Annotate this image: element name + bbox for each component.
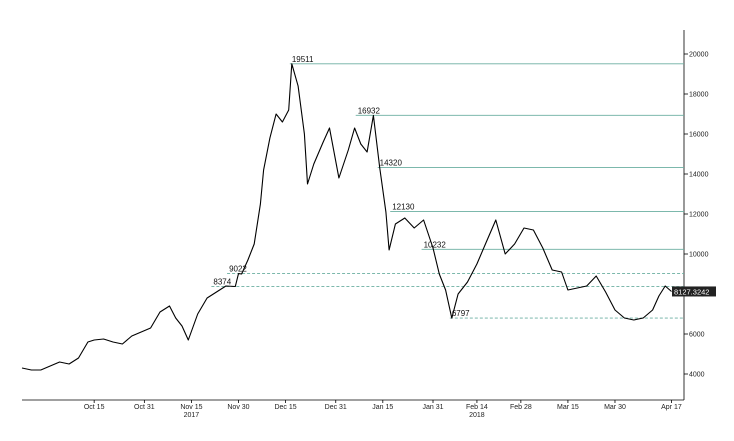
- x-tick-label: Mar 30: [604, 404, 626, 411]
- current-value-tag: [672, 286, 716, 297]
- level-label: 10232: [424, 240, 447, 249]
- x-tick-label: Nov 15: [180, 404, 202, 411]
- level-label: 12130: [392, 202, 415, 211]
- x-tick-label: Nov 30: [227, 404, 249, 411]
- y-tick-label: 14000: [689, 172, 709, 179]
- level-label: 9022: [229, 265, 247, 274]
- x-tick-label: Mar 15: [557, 404, 579, 411]
- x-tick-label: Oct 31: [134, 404, 155, 411]
- y-tick-label: 4000: [689, 372, 705, 379]
- y-tick-label: 18000: [689, 92, 709, 99]
- y-tick-label: 16000: [689, 132, 709, 139]
- x-tick-label: Feb 14: [466, 404, 488, 411]
- x-tick-label: Oct 15: [84, 404, 105, 411]
- y-tick-label: 12000: [689, 212, 709, 219]
- x-tick-label: Dec 15: [274, 404, 296, 411]
- x-tick-label: Jan 15: [372, 404, 393, 411]
- y-tick-label: 10000: [689, 252, 709, 259]
- y-tick-label: 20000: [689, 52, 709, 59]
- y-tick-label: 6000: [689, 332, 705, 339]
- x-year-label: 2017: [184, 412, 200, 419]
- x-tick-label: Feb 28: [510, 404, 532, 411]
- x-tick-label: Jan 31: [422, 404, 443, 411]
- x-tick-label: Dec 31: [325, 404, 347, 411]
- x-tick-label: Apr 17: [661, 404, 682, 411]
- level-label: 16932: [358, 106, 381, 115]
- level-label: 6797: [452, 309, 470, 318]
- level-label: 19511: [292, 55, 314, 64]
- price-series-line: [21, 63, 672, 371]
- current-value-label: 8127.3242: [674, 287, 709, 296]
- level-label: 8374: [213, 278, 231, 287]
- level-label: 14320: [380, 159, 403, 168]
- x-year-label: 2018: [469, 412, 485, 419]
